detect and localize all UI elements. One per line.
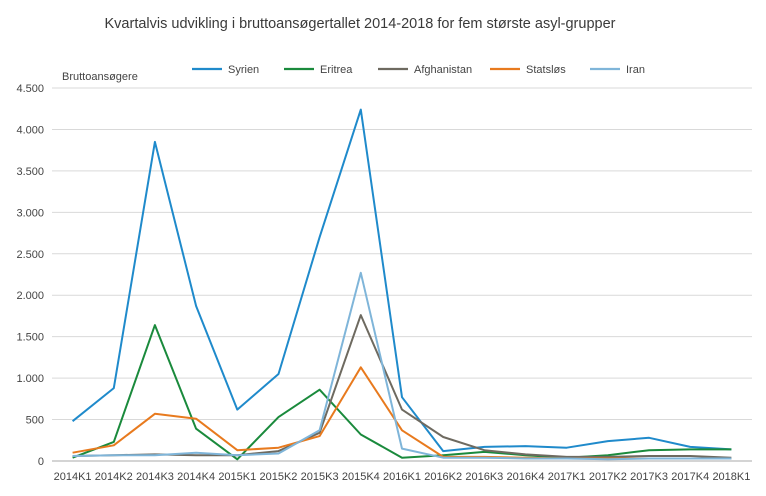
legend-item: Syrien — [192, 64, 259, 76]
x-tick-label: 2015K3 — [301, 471, 339, 483]
x-tick-label: 2018K1 — [712, 471, 750, 483]
y-tick-label: 1.000 — [16, 373, 44, 385]
y-tick-label: 2.000 — [16, 290, 44, 302]
x-tick-label: 2015K4 — [342, 471, 380, 483]
x-tick-label: 2015K2 — [260, 471, 298, 483]
series-line-iran — [72, 271, 732, 461]
y-tick-label: 4.500 — [16, 83, 44, 95]
legend-item: Statsløs — [490, 64, 566, 76]
legend-label: Syrien — [228, 64, 259, 76]
y-tick-labels: 0 500 1.000 1.500 2.000 2.500 3.000 3.500 4.000 4… — [16, 83, 44, 468]
series-line-eritrea — [72, 324, 732, 461]
x-tick-label: 2017K4 — [671, 471, 709, 483]
series-line-syrien — [71, 108, 732, 453]
x-tick-labels: 2014K1 2014K2 2014K3 2014K4 2015K1 2015K2 2015… — [54, 471, 751, 483]
y-tick-label: 3.000 — [16, 207, 44, 219]
legend-item: Eritrea — [284, 64, 353, 76]
x-tick-label: 2014K3 — [136, 471, 174, 483]
legend: Syrien Eritrea Afghanistan Statsløs Iran — [192, 64, 645, 76]
legend-label: Iran — [626, 64, 645, 76]
legend-item: Afghanistan — [378, 64, 472, 76]
gridlines — [52, 87, 752, 462]
x-tick-label: 2014K2 — [95, 471, 133, 483]
legend-item: Iran — [590, 64, 645, 76]
chart-title: Kvartalvis udvikling i bruttoansøgertall… — [105, 16, 616, 32]
series-line-afghanistan — [72, 314, 732, 459]
x-tick-label: 2014K4 — [177, 471, 215, 483]
y-tick-label: 3.500 — [16, 166, 44, 178]
x-tick-label: 2017K2 — [589, 471, 627, 483]
y-tick-label: 4.000 — [16, 124, 44, 136]
x-tick-label: 2016K2 — [424, 471, 462, 483]
series-lines — [71, 108, 732, 461]
y-tick-label: 0 — [38, 456, 44, 468]
x-tick-label: 2016K4 — [507, 471, 545, 483]
legend-label: Eritrea — [320, 64, 353, 76]
legend-label: Afghanistan — [414, 64, 472, 76]
legend-label: Statsløs — [526, 64, 566, 76]
y-tick-label: 500 — [26, 415, 44, 427]
y-tick-label: 2.500 — [16, 249, 44, 261]
x-tick-label: 2015K1 — [218, 471, 256, 483]
x-tick-label: 2017K3 — [630, 471, 668, 483]
x-tick-label: 2016K1 — [383, 471, 421, 483]
y-tick-label: 1.500 — [16, 332, 44, 344]
x-tick-label: 2017K1 — [548, 471, 586, 483]
y-axis-label: Bruttoansøgere — [62, 71, 138, 83]
x-tick-label: 2016K3 — [465, 471, 503, 483]
x-tick-label: 2014K1 — [54, 471, 92, 483]
